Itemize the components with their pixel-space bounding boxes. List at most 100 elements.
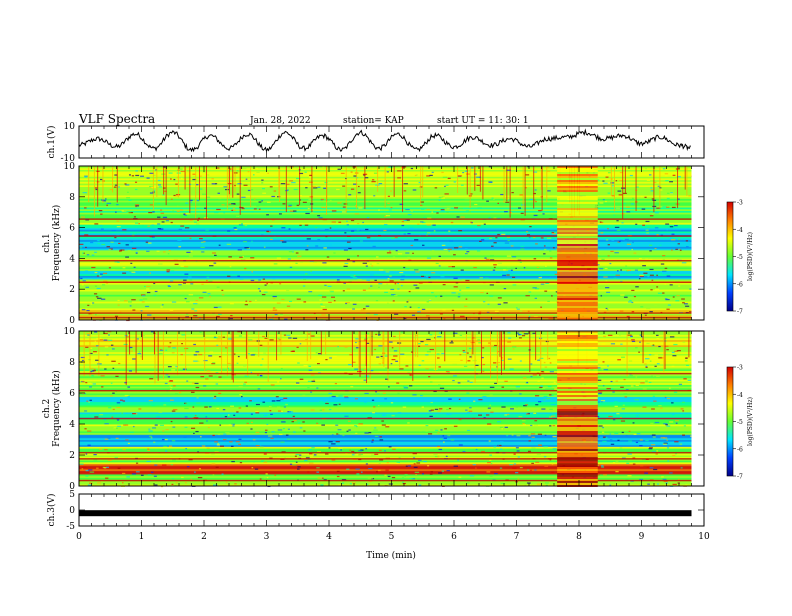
disturbance-cell <box>557 184 598 186</box>
speckle <box>163 190 167 192</box>
speckle <box>153 475 157 477</box>
speckle <box>506 435 509 437</box>
speckle <box>186 251 191 254</box>
speckle <box>493 362 497 364</box>
speckle <box>627 334 632 336</box>
speckle <box>185 202 189 204</box>
speckle <box>407 256 411 258</box>
speckle <box>385 367 390 369</box>
speckle <box>329 179 333 181</box>
sferic-streak <box>414 331 416 357</box>
speckle <box>412 453 417 455</box>
speckle <box>106 282 109 284</box>
speckle <box>681 262 687 264</box>
speckle <box>516 435 521 437</box>
speckle <box>503 302 508 304</box>
speckle <box>628 430 631 432</box>
speckle <box>81 359 85 362</box>
speckle <box>331 296 335 298</box>
sferic-streak <box>98 331 100 376</box>
speckle <box>505 201 510 203</box>
x-tick-label: 5 <box>389 532 395 542</box>
speckle <box>403 387 409 389</box>
speckle <box>320 306 326 308</box>
speckle <box>628 301 633 303</box>
speckle <box>289 210 295 212</box>
speckle <box>92 277 97 280</box>
speckle <box>168 250 171 252</box>
speckle <box>384 398 388 400</box>
speckle <box>438 472 443 474</box>
speckle <box>378 462 381 465</box>
speckle <box>135 222 139 224</box>
sferic-streak <box>154 331 156 384</box>
speckle <box>429 473 433 475</box>
freq-band <box>79 248 704 251</box>
speckle <box>158 443 161 446</box>
disturbance-cell <box>557 306 598 308</box>
sferic-streak <box>686 166 688 196</box>
speckle <box>121 210 124 212</box>
speckle <box>89 386 92 388</box>
speckle <box>443 441 445 443</box>
speckle <box>174 484 177 487</box>
speckle <box>155 419 160 421</box>
speckle <box>308 199 312 201</box>
speckle <box>441 352 445 355</box>
speckle <box>88 482 93 484</box>
speckle <box>650 190 654 192</box>
speckle <box>266 214 269 216</box>
sferic-streak <box>466 166 468 195</box>
speckle <box>508 337 512 339</box>
speckle <box>444 428 447 430</box>
speckle <box>464 244 469 247</box>
speckle <box>632 422 635 424</box>
speckle <box>499 467 503 469</box>
speckle <box>85 219 90 221</box>
speckle <box>230 405 234 407</box>
speckle <box>80 277 83 280</box>
speckle <box>457 296 461 298</box>
speckle <box>262 188 265 190</box>
speckle <box>371 454 376 456</box>
freq-band <box>79 299 704 302</box>
speckle <box>322 409 325 411</box>
speckle <box>114 236 117 239</box>
speckle <box>509 464 513 466</box>
speckle <box>203 241 206 243</box>
speckle <box>231 423 235 425</box>
speckle <box>263 453 267 455</box>
sferic-streak <box>250 166 252 208</box>
speckle <box>445 455 448 457</box>
speckle <box>262 335 265 338</box>
x-tick-label: 9 <box>639 532 645 542</box>
speckle <box>404 473 408 476</box>
speckle <box>234 228 238 231</box>
freq-band <box>79 382 704 385</box>
speckle <box>417 459 422 462</box>
speckle <box>534 201 537 203</box>
speckle <box>119 311 122 313</box>
freq-band <box>79 448 704 451</box>
speckle <box>203 359 208 362</box>
speckle <box>409 374 412 376</box>
speckle <box>493 242 497 244</box>
speckle <box>685 305 690 307</box>
speckle <box>233 209 236 211</box>
speckle <box>241 223 243 225</box>
speckle <box>605 176 609 178</box>
speckle <box>390 237 396 239</box>
sferic-streak <box>226 166 228 210</box>
disturbance-cell <box>557 198 598 200</box>
figure-title: VLF Spectra <box>78 112 155 126</box>
speckle <box>179 209 184 211</box>
speckle <box>431 171 434 173</box>
speckle <box>511 434 514 436</box>
speckle <box>101 386 104 388</box>
speckle <box>203 217 208 219</box>
speckle <box>328 447 331 449</box>
speckle <box>97 482 102 484</box>
disturbance-cell <box>557 467 598 469</box>
speckle <box>124 424 129 426</box>
freq-band <box>79 232 704 235</box>
